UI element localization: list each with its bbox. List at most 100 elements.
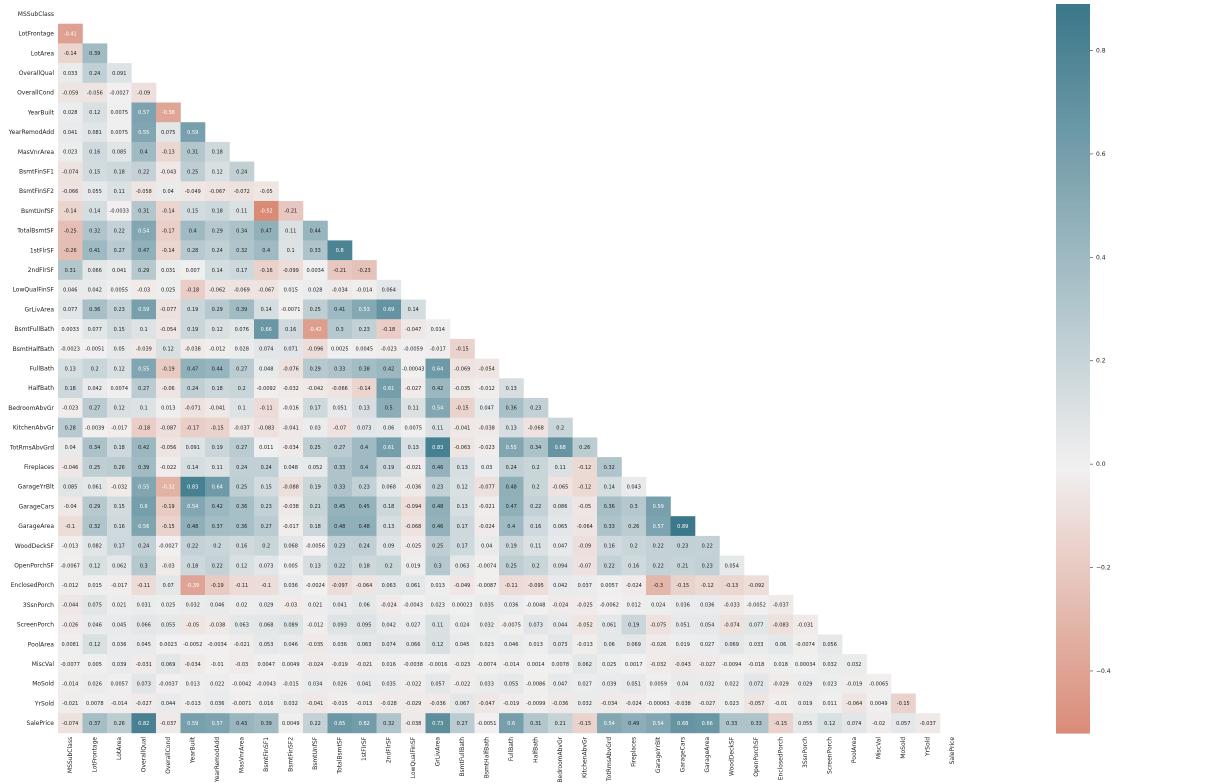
- heatmap-cell: [327, 319, 353, 340]
- cell-value-label: 0.13: [457, 465, 468, 471]
- colorbar-segment: [1056, 498, 1090, 505]
- heatmap-cell: [156, 338, 181, 359]
- heatmap-cell: [156, 260, 181, 281]
- heatmap-cell: [376, 437, 402, 458]
- cell-value-label: 0.0049: [870, 701, 888, 707]
- heatmap-cell: [719, 595, 745, 615]
- cell-value-label: -0.0065: [869, 681, 888, 687]
- cell-value-label: 0.44: [310, 228, 321, 234]
- cell-value-label: -0.05: [186, 622, 199, 628]
- heatmap-cell: [205, 673, 230, 694]
- heatmap-cell: [352, 535, 377, 556]
- x-tick-label: BsmtFullBath: [459, 737, 466, 777]
- heatmap-cell: [425, 673, 451, 694]
- x-tick-label: ScreenPorch: [827, 737, 834, 774]
- cell-value-label: 0.14: [261, 307, 272, 313]
- cell-value-label: 0.3: [630, 504, 638, 510]
- heatmap-cell: [352, 437, 377, 458]
- cell-value-label: -0.021: [405, 465, 421, 471]
- cell-value-label: 0.16: [114, 524, 125, 530]
- heatmap-cell: [499, 535, 524, 556]
- cell-value-label: -0.18: [186, 287, 199, 293]
- heatmap-cell: [254, 437, 279, 458]
- cell-value-label: -0.14: [162, 248, 175, 254]
- cell-value-label: -0.054: [160, 327, 176, 333]
- heatmap-cell: [205, 516, 230, 537]
- heatmap-cell: [548, 595, 573, 615]
- cell-value-label: -0.11: [235, 583, 248, 589]
- heatmap-cell: [180, 240, 206, 261]
- colorbar-segment: [1056, 253, 1090, 260]
- cell-value-label: 0.55: [138, 366, 149, 372]
- heatmap-cell: [205, 378, 230, 399]
- heatmap-cell: [278, 220, 304, 241]
- cell-value-label: 0.041: [63, 130, 77, 136]
- colorbar-segment: [1056, 581, 1090, 588]
- heatmap-cell: [278, 299, 304, 320]
- heatmap-cell: [670, 595, 696, 615]
- cell-value-label: 0.15: [114, 504, 125, 510]
- heatmap-cell: [107, 240, 132, 261]
- cell-value-label: 0.11: [530, 544, 541, 550]
- heatmap-cell: [450, 654, 475, 675]
- heatmap-cell: [229, 595, 255, 615]
- heatmap-cell: [817, 673, 843, 694]
- cell-value-label: -0.074: [62, 721, 78, 727]
- cell-value-label: 0.54: [604, 721, 615, 727]
- heatmap-cell: [229, 496, 255, 517]
- cell-value-label: 0.13: [408, 445, 419, 451]
- heatmap-cell: [205, 319, 230, 340]
- heatmap-cell: [156, 181, 181, 202]
- cell-value-label: -0.14: [162, 209, 175, 215]
- cell-value-label: -0.074: [724, 622, 740, 628]
- cell-value-label: 0.047: [480, 406, 494, 412]
- heatmap-cell: [548, 437, 573, 458]
- heatmap-cell: [425, 417, 451, 438]
- cell-value-label: 0.18: [383, 504, 394, 510]
- heatmap-cell: [254, 181, 279, 202]
- heatmap-cell: [131, 496, 157, 517]
- colorbar-segment: [1056, 623, 1090, 630]
- heatmap-cell: [401, 319, 426, 340]
- heatmap-cell: [450, 614, 475, 635]
- colorbar-segment: [1056, 660, 1090, 666]
- heatmap-cell: [205, 496, 230, 517]
- heatmap-cell: [303, 555, 328, 576]
- heatmap-cell: [474, 595, 500, 615]
- heatmap-cell: [719, 634, 745, 655]
- heatmap-cell: [425, 476, 451, 497]
- cell-value-label: 0.23: [677, 544, 688, 550]
- heatmap-cell: [670, 634, 696, 655]
- heatmap-cell: [695, 713, 720, 734]
- heatmap-cell: [401, 595, 426, 615]
- heatmap-cell: [58, 122, 83, 143]
- cell-value-label: -0.043: [160, 169, 176, 175]
- cell-value-label: 0.22: [604, 563, 615, 569]
- heatmap-cell: [352, 476, 377, 497]
- cell-value-label: 0.23: [334, 544, 345, 550]
- heatmap-cell: [817, 693, 843, 714]
- cell-value-label: -0.0074: [477, 563, 496, 569]
- cell-value-label: -0.046: [62, 465, 78, 471]
- heatmap-cell: [303, 279, 328, 300]
- heatmap-cell: [621, 496, 647, 517]
- cell-value-label: 0.064: [382, 287, 396, 293]
- heatmap-cell: [499, 437, 524, 458]
- heatmap-cell: [695, 634, 720, 655]
- cell-value-label: 0.042: [88, 287, 102, 293]
- colorbar-segment: [1056, 71, 1090, 78]
- colorbar-segment: [1056, 248, 1090, 255]
- heatmap-cell: [352, 693, 377, 714]
- heatmap-cell: [58, 181, 83, 202]
- cell-value-label: 0.019: [406, 563, 420, 569]
- colorbar-segment: [1056, 363, 1090, 370]
- heatmap-cell: [866, 673, 892, 694]
- heatmap-cell: [572, 634, 598, 655]
- cell-value-label: -0.064: [356, 583, 372, 589]
- cell-value-label: 0.48: [432, 504, 443, 510]
- heatmap-cell: [646, 654, 671, 675]
- cell-value-label: -0.03: [162, 563, 175, 569]
- heatmap-cell: [768, 673, 794, 694]
- cell-value-label: 0.077: [749, 622, 763, 628]
- cell-value-label: 0.45: [334, 504, 345, 510]
